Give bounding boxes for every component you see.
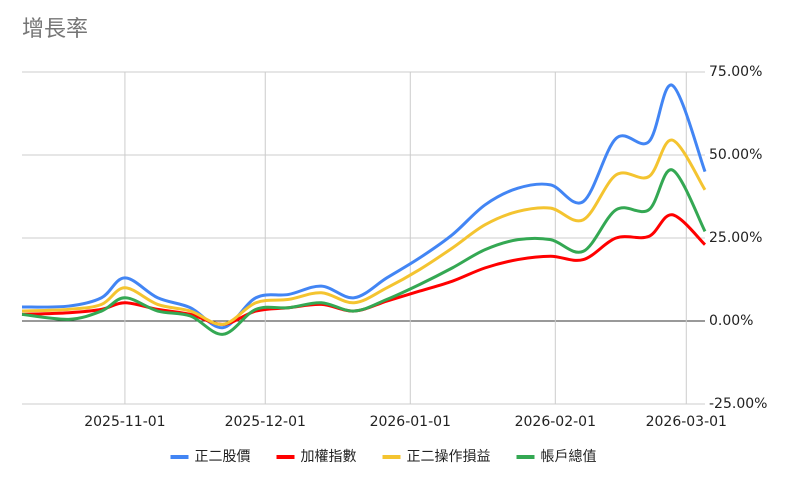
legend-label: 帳戶總值 (541, 448, 597, 465)
series-line (21, 83, 707, 330)
x-tick-label: 2025-12-01 (225, 414, 306, 430)
y-tick-label: -25.00% (709, 396, 767, 412)
legend-label: 正二操作損益 (407, 449, 491, 465)
y-tick-label: 25.00% (709, 230, 762, 246)
y-tick-label: 75.00% (709, 64, 762, 80)
series-line (21, 138, 707, 326)
x-tick-label: 2026-02-01 (515, 414, 596, 430)
legend-label: 加權指數 (301, 449, 357, 465)
x-tick-label: 2026-03-01 (646, 414, 727, 430)
x-tick-label: 2025-11-01 (84, 414, 165, 430)
y-tick-label: 0.00% (709, 313, 753, 329)
series-line (21, 168, 707, 336)
y-tick-label: 50.00% (709, 147, 762, 163)
chart-title: 增長率 (22, 17, 88, 42)
x-tick-label: 2026-01-01 (370, 414, 451, 430)
legend-label: 正二股價 (195, 448, 251, 465)
